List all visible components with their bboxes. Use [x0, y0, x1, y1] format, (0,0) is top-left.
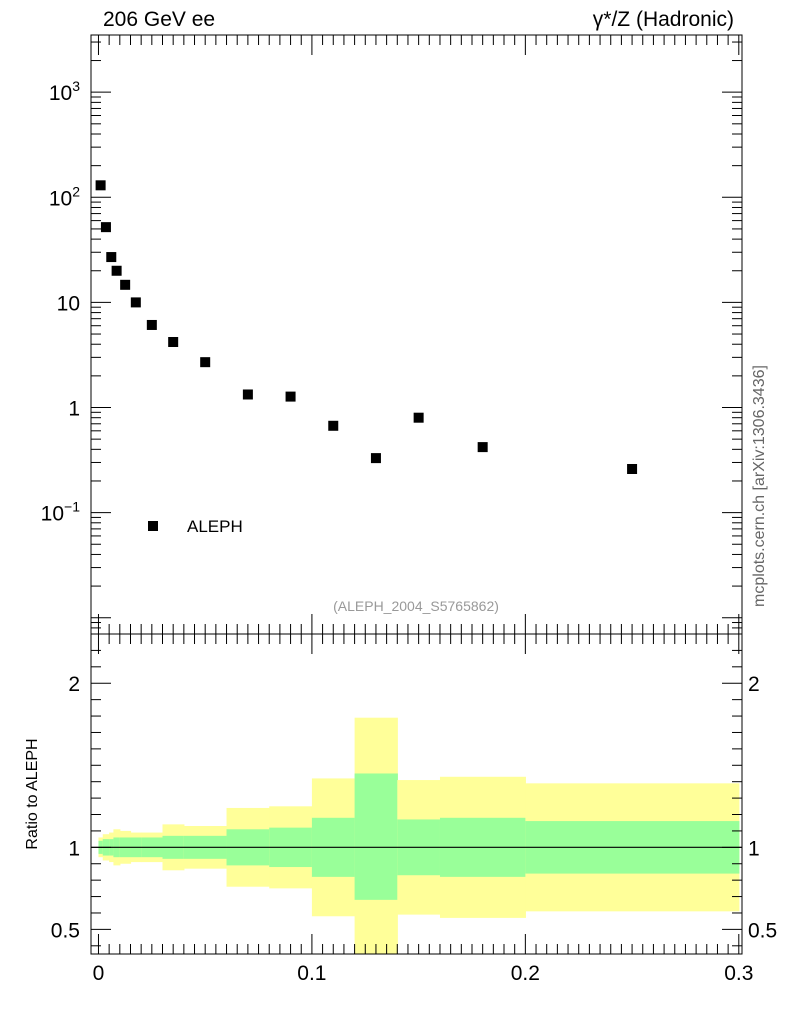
main-data-markers — [95, 180, 638, 474]
legend-marker — [148, 521, 158, 531]
main-y-tick-label-3: 102 — [49, 183, 80, 210]
x-tick-label-1: 0.1 — [297, 962, 326, 985]
ratio-tick-labels: 0.5 0.5 1 1 2 2 0 0.1 0.2 0.3 Ratio to ALEPH — [24, 673, 777, 985]
main-y-tick-label-2: 10 — [57, 292, 80, 315]
main-panel-frame — [90, 34, 743, 635]
data-point-10 — [285, 391, 296, 402]
data-point-13 — [413, 412, 424, 423]
ratio-panel-frame — [90, 633, 743, 955]
data-point-2 — [106, 252, 117, 263]
ratio-y-tick-label-left-2: 2 — [68, 673, 80, 696]
main-y-tick-label-4: 103 — [49, 78, 80, 105]
data-point-14 — [477, 442, 488, 453]
main-axis-ticks — [91, 35, 742, 635]
x-tick-label-2: 0.2 — [511, 962, 540, 985]
main-y-tick-label-0: 10−1 — [41, 499, 81, 526]
main-tick-labels: 10−1 1 10 102 103 — [41, 78, 81, 525]
header-right-label: γ*/Z (Hadronic) — [592, 8, 734, 31]
data-point-1 — [100, 222, 111, 233]
ratio-bands — [98, 717, 740, 954]
data-point-6 — [146, 319, 157, 330]
data-point-4 — [120, 279, 131, 290]
ratio-axis-ticks — [91, 634, 742, 954]
ratio-y-tick-label-right-2: 2 — [748, 673, 760, 696]
data-point-0 — [95, 180, 106, 191]
main-y-tick-label-1: 1 — [68, 398, 80, 421]
ratio-y-tick-label-right-0: 0.5 — [748, 919, 777, 942]
data-point-12 — [370, 453, 381, 464]
legend: ALEPH — [148, 517, 243, 536]
reference-note: (ALEPH_2004_S5765862) — [333, 598, 499, 614]
data-point-5 — [130, 297, 141, 308]
legend-label: ALEPH — [187, 517, 243, 536]
data-point-8 — [200, 357, 211, 368]
data-point-3 — [111, 265, 122, 276]
ratio-y-tick-label-right-1: 1 — [748, 837, 760, 860]
header-left-label: 206 GeV ee — [103, 8, 216, 31]
data-point-9 — [242, 389, 253, 400]
data-point-15 — [627, 463, 638, 474]
data-point-11 — [328, 420, 339, 431]
data-point-7 — [168, 336, 179, 347]
x-tick-label-0: 0 — [93, 962, 105, 985]
x-tick-label-3: 0.3 — [724, 962, 753, 985]
ratio-y-tick-label-left-1: 1 — [68, 837, 80, 860]
ratio-y-axis-label: Ratio to ALEPH — [24, 738, 41, 849]
ratio-band-inner-12 — [354, 773, 398, 900]
ratio-y-tick-label-left-0: 0.5 — [51, 919, 80, 942]
